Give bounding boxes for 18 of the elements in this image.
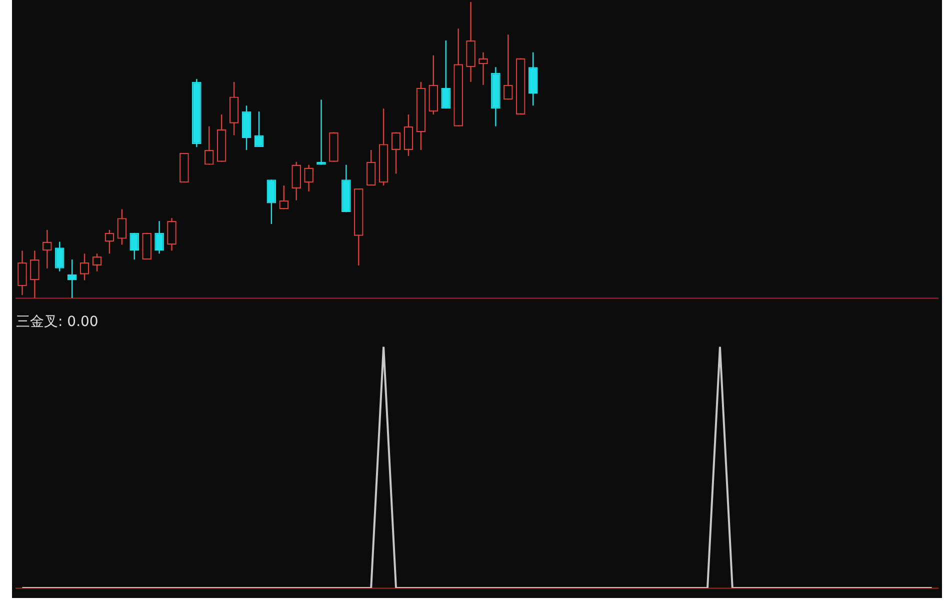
candlestick xyxy=(292,161,302,201)
candlestick xyxy=(478,52,488,86)
candlestick xyxy=(254,110,264,148)
candlestick xyxy=(366,149,376,186)
candlestick xyxy=(30,250,40,299)
candlestick xyxy=(404,114,414,157)
candlestick xyxy=(67,258,77,299)
candlestick xyxy=(54,241,64,272)
candlestick xyxy=(441,40,451,110)
candlestick xyxy=(266,179,276,225)
chart-title: 三金叉: 0.00 xyxy=(16,314,98,330)
candlestick xyxy=(42,229,52,269)
candlestick xyxy=(130,232,140,260)
candlestick xyxy=(18,250,27,296)
candlestick xyxy=(167,217,176,252)
candlestick xyxy=(391,132,401,174)
candlestick xyxy=(154,220,164,254)
candlestick xyxy=(117,208,127,246)
